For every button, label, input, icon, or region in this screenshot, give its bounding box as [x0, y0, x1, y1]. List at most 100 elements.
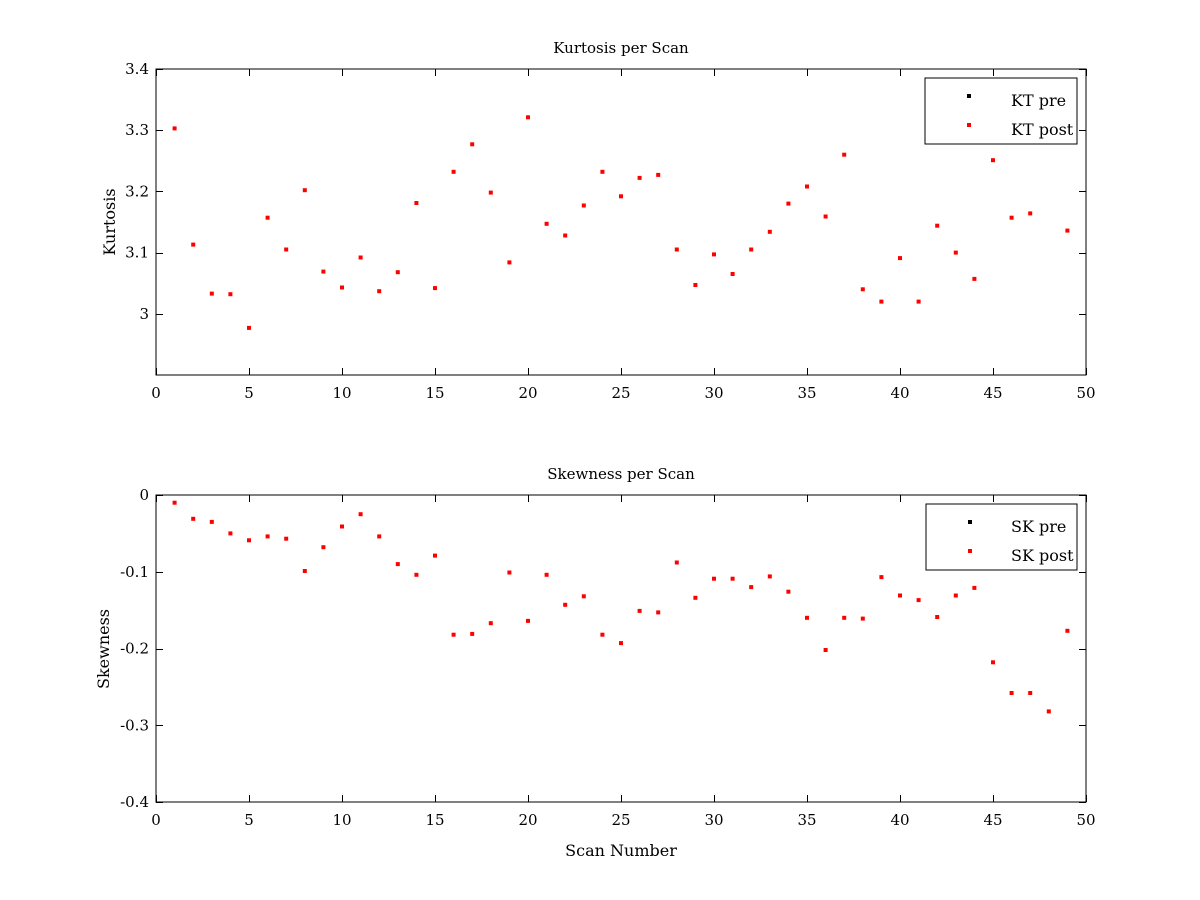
sk-post-point [860, 616, 865, 621]
sk-post-point [544, 572, 549, 577]
sk-post-point [935, 615, 940, 619]
kt-post-point [767, 229, 772, 234]
skewness-x-tick-label: 25 [611, 811, 630, 829]
sk-post-point [1009, 691, 1014, 695]
skewness-x-tick-label: 20 [518, 811, 537, 829]
kt-post-point [786, 201, 791, 206]
kt-post-point [1065, 228, 1070, 233]
kurtosis-x-tick-label: 20 [518, 384, 537, 402]
sk-post-point [470, 631, 475, 636]
sk-post-point [972, 585, 977, 590]
kt-post-point [693, 283, 698, 287]
kurtosis-legend-box [924, 77, 1078, 145]
sk-post-point [209, 519, 214, 524]
scan-number-x-axis-label: Scan Number [565, 841, 677, 860]
kt-post-point [488, 190, 493, 195]
kt-post-point [451, 169, 456, 174]
kt-post-point [991, 158, 995, 163]
sk-post-point [600, 632, 605, 637]
kt-post-point [172, 126, 177, 131]
sk-post-point [228, 531, 233, 536]
sk-post-point [953, 593, 958, 598]
kurtosis-x-tick-label: 50 [1076, 384, 1095, 402]
kurtosis-y-tick-label: 3.3 [125, 121, 149, 139]
kt-post-point [284, 247, 289, 252]
sk-post-point [805, 615, 809, 620]
kt-post-point [1028, 211, 1033, 216]
kurtosis-x-tick-label: 0 [151, 384, 161, 402]
sk-post-point [414, 572, 419, 577]
skewness-subplot: Skewness per Scan Skewness Scan Number 0… [94, 465, 1096, 860]
sk-post-point [898, 593, 902, 598]
skewness-title: Skewness per Scan [547, 465, 695, 483]
kt-post-point [340, 285, 344, 290]
kt-post-point [656, 172, 661, 177]
sk-post-point [916, 598, 921, 603]
skewness-legend: SK pre SK post [925, 503, 1078, 571]
sk-post-point [712, 576, 716, 581]
skewness-x-tick-label: 15 [425, 811, 444, 829]
kurtosis-x-tick-label: 15 [425, 384, 444, 402]
sk-post-point [377, 534, 382, 539]
sk-post-point [1046, 709, 1051, 714]
kt-post-point [414, 201, 419, 205]
kt-post-point [600, 169, 605, 174]
kt-post-point [879, 299, 884, 304]
skewness-y-tick-label: 0 [139, 486, 149, 504]
sk-post-point [619, 641, 623, 646]
sk-post-point [581, 594, 586, 599]
skewness-y-axis-label: Skewness [94, 609, 113, 689]
skewness-x-tick-label: 5 [244, 811, 254, 829]
kt-post-point [972, 276, 977, 281]
kt-post-point [674, 247, 679, 252]
kt-post-point [321, 269, 326, 274]
kt-post-point [619, 194, 623, 199]
kt-post-point [581, 203, 586, 208]
kurtosis-y-axis-label: Kurtosis [100, 188, 119, 255]
kt-post-point [935, 223, 940, 228]
sk-post-point [433, 553, 437, 558]
skewness-y-tick-label: -0.3 [120, 716, 149, 734]
skewness-legend-box [925, 503, 1078, 571]
kurtosis-x-tick-label: 45 [983, 384, 1002, 402]
skewness-x-tick-label: 10 [332, 811, 351, 829]
kt-post-point [823, 214, 828, 219]
kt-post-point [805, 184, 809, 189]
sk-post-point [656, 610, 661, 615]
kt-post-point [860, 287, 865, 292]
kt-post-point [228, 292, 233, 297]
kt-post-point [358, 255, 363, 260]
kt-post-point [1009, 215, 1014, 220]
sk-post-point [340, 524, 344, 529]
sk-post-point [302, 569, 307, 573]
kurtosis-x-tick-label: 10 [332, 384, 351, 402]
kt-post-point [563, 233, 568, 238]
kt-post-point [953, 250, 958, 255]
sk-post-point [358, 512, 363, 517]
sk-post-point [488, 621, 493, 626]
kt-post-point [544, 221, 549, 226]
kt-post-point [637, 175, 642, 180]
kt-post-point [209, 291, 214, 296]
sk-post-point [823, 648, 828, 652]
skewness-y-tick-label: -0.1 [120, 563, 149, 581]
kt-post-point [302, 188, 307, 193]
sk-post-point [247, 538, 251, 543]
sk-post-point [786, 589, 791, 594]
sk-post-point [991, 660, 995, 665]
kt-post-point [916, 299, 921, 304]
kt-post-point [395, 270, 400, 275]
sk-post-point [284, 536, 289, 541]
kt-post-point [507, 260, 512, 265]
kt-post-point [377, 289, 382, 294]
kurtosis-legend: KT pre KT post [924, 77, 1078, 145]
sk-post-point [1065, 628, 1070, 633]
kurtosis-subplot: Kurtosis per Scan Kurtosis 0 5 10 15 20 25 30 3… [100, 39, 1096, 402]
legend-marker-kt-pre [967, 94, 971, 98]
sk-post-point [526, 618, 530, 623]
kt-post-point [191, 242, 196, 247]
kt-post-point [842, 152, 847, 157]
sk-post-point [507, 570, 512, 575]
kurtosis-ticks: 0 5 10 15 20 25 30 35 40 45 50 3 3.1 3.2 3.3 3.4 [125, 60, 1095, 402]
